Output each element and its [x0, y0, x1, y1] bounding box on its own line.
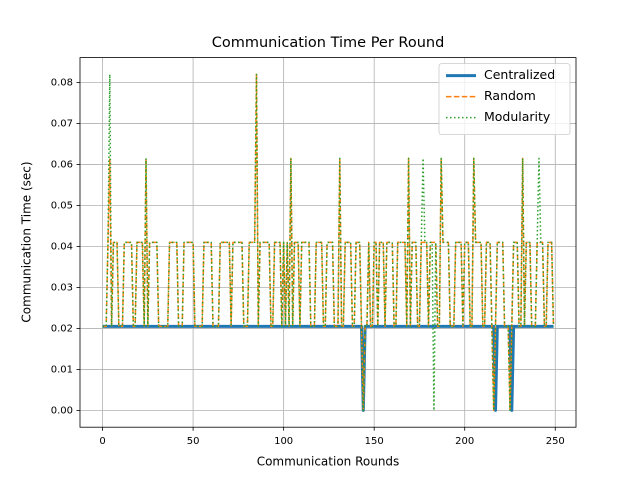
plot-frame — [79, 57, 577, 428]
y-tick-label: 0.02 — [51, 323, 73, 334]
x-axis-label: Communication Rounds — [257, 455, 400, 469]
y-tick-label: 0.06 — [51, 160, 73, 171]
x-tick-label: 250 — [546, 436, 565, 447]
legend-label: Centralized — [484, 67, 555, 82]
y-tick-label: 0.08 — [51, 78, 73, 89]
x-tick-label: 200 — [455, 436, 474, 447]
y-tick-label: 0.07 — [51, 119, 73, 130]
y-tick-label: 0.05 — [51, 201, 73, 212]
x-tick-label: 0 — [99, 436, 105, 447]
y-tick-label: 0.04 — [51, 241, 73, 252]
legend: Centralized Random Modularity — [438, 63, 571, 135]
series-line — [102, 73, 555, 412]
series-line — [102, 324, 554, 412]
legend-label: Random — [484, 88, 536, 103]
legend-label: Modularity — [484, 109, 551, 124]
chart-title: Communication Time Per Round — [212, 35, 445, 51]
grid — [80, 57, 576, 428]
x-tick-label: 150 — [365, 436, 384, 447]
x-tick-label: 100 — [274, 436, 293, 447]
x-tick-label: 50 — [187, 436, 200, 447]
y-tick-label: 0.03 — [51, 282, 73, 293]
y-tick-label: 0.01 — [51, 364, 73, 375]
legend-box — [438, 63, 571, 135]
y-axis-label: Communication Time (sec) — [20, 161, 34, 322]
y-tick-label: 0.00 — [51, 405, 73, 416]
